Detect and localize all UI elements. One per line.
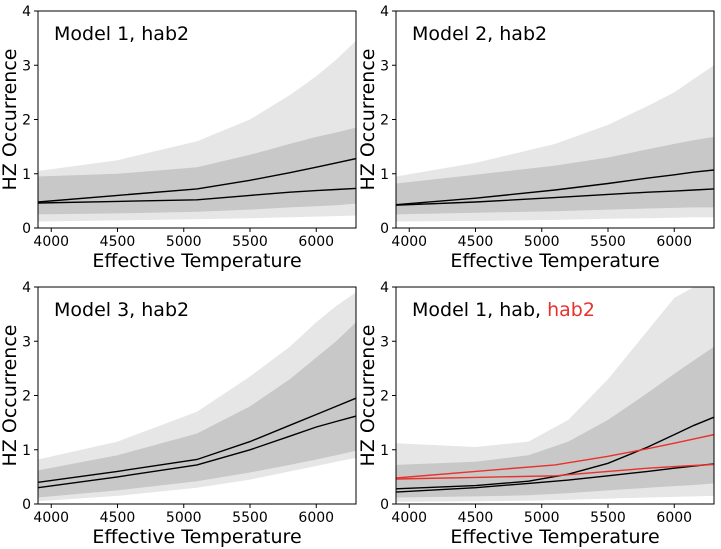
band-inner [396, 136, 714, 215]
x-tick-label: 4500 [100, 510, 136, 526]
band-inner [396, 346, 714, 498]
x-axis-label: Effective Temperature [450, 526, 659, 548]
y-tick-label: 4 [380, 280, 389, 296]
series-line-model-2 [38, 187, 356, 204]
panel-title-part: Model 1, hab, [412, 299, 547, 321]
x-axis-label: Effective Temperature [92, 526, 301, 548]
chart-panel-bottom-left: 4000 4500 5000 5500 6000 0 1 2 3 4 Effective Tempe… [0, 280, 357, 548]
x-tick-label: 5000 [166, 234, 202, 250]
chart-panel-top-right: 4000 4500 5000 5500 6000 0 1 2 3 4 Effective Tempe… [357, 4, 715, 272]
plot-area [396, 65, 714, 222]
y-tick-label: 2 [22, 389, 31, 405]
x-tick-label: 4000 [33, 234, 69, 250]
y-tick-label: 4 [22, 4, 31, 20]
x-tick-label: 6000 [656, 234, 692, 250]
y-axis-label: HZ Occurrence [357, 325, 379, 467]
y-tick-label: 0 [380, 497, 389, 513]
y-tick-label: 3 [380, 58, 389, 74]
x-axis-label: Effective Temperature [450, 250, 659, 272]
x-tick-label: 6000 [656, 510, 692, 526]
panel-title: Model 1, hab, hab2 [412, 299, 595, 321]
series-line-model [38, 157, 356, 203]
y-tick-label: 0 [22, 221, 31, 237]
panel-title-part: Model 1, hab2 [54, 23, 189, 45]
x-tick-label: 6000 [298, 234, 334, 250]
series-line-hab2-2 [396, 463, 714, 480]
y-tick-label: 3 [22, 334, 31, 350]
x-tick-label: 4000 [391, 510, 427, 526]
y-axis-label: HZ Occurrence [357, 49, 379, 191]
y-tick-label: 3 [380, 334, 389, 350]
x-tick-label: 5500 [232, 234, 268, 250]
panel-title-part: hab2 [547, 299, 595, 321]
y-tick-label: 4 [380, 4, 389, 20]
x-tick-label: 4500 [458, 510, 494, 526]
x-axis-label: Effective Temperature [92, 250, 301, 272]
y-tick-label: 1 [22, 167, 31, 183]
panel-title-part: Model 2, hab2 [412, 23, 547, 45]
y-tick-label: 0 [22, 497, 31, 513]
y-tick-label: 2 [380, 113, 389, 129]
series-line-model-2 [396, 188, 714, 206]
chart-panel-bottom-right: 4000 4500 5000 5500 6000 0 1 2 3 4 Effective Tempe… [357, 280, 715, 548]
y-axis-label: HZ Occurrence [0, 325, 21, 467]
y-tick-label: 1 [22, 443, 31, 459]
x-tick-label: 5000 [524, 234, 560, 250]
series-line-hab [396, 416, 714, 490]
y-tick-label: 0 [380, 221, 389, 237]
y-tick-label: 2 [380, 389, 389, 405]
band-inner [38, 322, 356, 498]
panel-title: Model 2, hab2 [412, 23, 547, 45]
series-line-hab2 [396, 433, 714, 479]
x-tick-label: 4500 [100, 234, 136, 250]
plot-area [38, 292, 356, 502]
x-tick-label: 5000 [524, 510, 560, 526]
x-tick-label: 5500 [232, 510, 268, 526]
series-line-model-2 [38, 415, 356, 489]
x-tick-label: 4000 [33, 510, 69, 526]
x-tick-label: 4500 [458, 234, 494, 250]
series-line-model [38, 397, 356, 483]
chart-panel-top-left: 4000 4500 5000 5500 6000 0 1 2 3 4 Effective Tempe… [0, 4, 357, 272]
x-tick-label: 5000 [166, 510, 202, 526]
series-line-model [396, 169, 714, 206]
plot-area [396, 287, 714, 502]
panel-title: Model 3, hab2 [54, 299, 189, 321]
x-tick-label: 5500 [590, 234, 626, 250]
plot-area [38, 40, 356, 222]
y-tick-label: 1 [380, 443, 389, 459]
x-tick-label: 6000 [298, 510, 334, 526]
panel-title: Model 1, hab2 [54, 23, 189, 45]
y-tick-label: 3 [22, 58, 31, 74]
y-tick-label: 2 [22, 113, 31, 129]
panel-title-part: Model 3, hab2 [54, 299, 189, 321]
y-tick-label: 4 [22, 280, 31, 296]
y-axis-label: HZ Occurrence [0, 49, 21, 191]
x-tick-label: 4000 [391, 234, 427, 250]
series-line-hab-2 [396, 463, 714, 493]
y-tick-label: 1 [380, 167, 389, 183]
x-tick-label: 5500 [590, 510, 626, 526]
